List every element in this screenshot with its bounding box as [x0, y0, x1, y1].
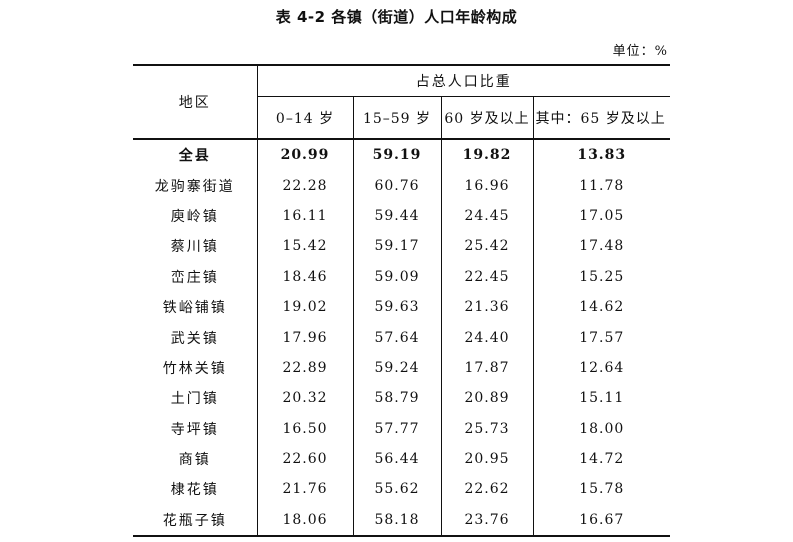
value-cell: 22.62: [440, 474, 533, 505]
value-cell: 59.19: [352, 139, 441, 171]
value-cell: 59.63: [352, 291, 441, 323]
value-cell: 24.40: [440, 322, 533, 353]
region-cell: 竹林关镇: [133, 352, 258, 384]
value-cell: 22.89: [282, 359, 328, 376]
value-cell: 56.44: [352, 443, 441, 475]
value-cell: 20.89: [440, 383, 533, 414]
table-row: 武关镇 17.96 57.64 24.40 17.57: [133, 322, 670, 353]
table-row: 花瓶子镇 18.06 58.18 23.76 16.67: [133, 504, 670, 538]
value-cell: 17.48: [532, 231, 670, 262]
table-row: 土门镇 20.32 58.79 20.89 15.11: [133, 383, 670, 414]
value-cell: 57.64: [352, 322, 441, 353]
region-cell: 峦庄镇: [133, 261, 258, 292]
value-cell: 59.44: [352, 200, 441, 232]
region-cell: 花瓶子镇: [133, 504, 258, 538]
region-cell: 商镇: [133, 443, 258, 475]
value-cell: 57.77: [352, 413, 441, 444]
value-cell: 13.83: [532, 139, 670, 171]
column-header-65-plus: 其中：65 岁及以上: [532, 96, 670, 140]
value-cell: 14.62: [532, 291, 670, 323]
table-row: 寺坪镇 16.50 57.77 25.73 18.00: [133, 413, 670, 444]
table-row: 竹林关镇 22.89 59.24 17.87 12.64: [133, 352, 670, 384]
value-cell: 59.09: [352, 261, 441, 292]
value-cell: 16.67: [532, 504, 670, 538]
region-cell: 蔡川镇: [133, 231, 258, 262]
value-cell: 25.42: [440, 231, 533, 262]
value-cell: 16.50: [282, 420, 328, 437]
value-cell: 20.95: [440, 443, 533, 475]
region-cell: 土门镇: [133, 383, 258, 414]
value-cell: 17.87: [440, 352, 533, 384]
value-cell: 18.46: [282, 268, 328, 285]
region-cell: 棣花镇: [133, 474, 258, 505]
table-row: 铁峪铺镇 19.02 59.63 21.36 14.62: [133, 291, 670, 323]
column-header-0-14: 0–14 岁: [257, 96, 353, 140]
value-cell: 16.96: [440, 170, 533, 201]
value-cell: 14.72: [532, 443, 670, 475]
region-cell: 龙驹寨街道: [133, 170, 258, 201]
value-cell: 15.42: [282, 238, 328, 255]
value-cell: 21.36: [440, 291, 533, 323]
value-cell: 58.79: [352, 383, 441, 414]
column-header-15-59: 15–59 岁: [352, 96, 441, 140]
value-cell: 15.11: [532, 383, 670, 414]
value-cell: 18.00: [532, 413, 670, 444]
value-cell: 21.76: [282, 481, 328, 498]
value-cell: 20.32: [282, 390, 328, 407]
value-cell: 22.60: [282, 451, 328, 468]
value-cell: 20.99: [280, 147, 330, 164]
table-row: 龙驹寨街道 22.28 60.76 16.96 11.78: [133, 170, 670, 201]
region-cell: 庾岭镇: [133, 200, 258, 232]
value-cell: 18.06: [257, 504, 353, 538]
unit-label: 单位：%: [612, 44, 668, 59]
population-age-table: 地区 占总人口比重 0–14 岁 15–59 岁 60 岁及以上 其中：65 岁…: [133, 64, 670, 538]
group-header: 占总人口比重: [257, 64, 670, 97]
table-row: 全县 20.99 59.19 19.82 13.83: [133, 139, 670, 171]
table-row: 峦庄镇 18.46 59.09 22.45 15.25: [133, 261, 670, 292]
region-cell: 铁峪铺镇: [133, 291, 258, 323]
value-cell: 15.25: [532, 261, 670, 292]
region-cell: 寺坪镇: [133, 413, 258, 444]
table-row: 商镇 22.60 56.44 20.95 14.72: [133, 443, 670, 475]
table-title: 表 4-2 各镇（街道）人口年龄构成: [275, 8, 518, 26]
value-cell: 11.78: [532, 170, 670, 201]
value-cell: 17.96: [282, 329, 328, 346]
value-cell: 19.82: [440, 139, 533, 171]
value-cell: 17.57: [532, 322, 670, 353]
table-row: 庾岭镇 16.11 59.44 24.45 17.05: [133, 200, 670, 232]
region-cell: 武关镇: [133, 322, 258, 353]
value-cell: 17.05: [532, 200, 670, 232]
value-cell: 59.24: [352, 352, 441, 384]
value-cell: 23.76: [440, 504, 533, 538]
value-cell: 22.28: [282, 177, 328, 194]
value-cell: 12.64: [532, 352, 670, 384]
value-cell: 25.73: [440, 413, 533, 444]
region-column-header: 地区: [133, 64, 258, 140]
value-cell: 59.17: [352, 231, 441, 262]
value-cell: 60.76: [352, 170, 441, 201]
region-cell: 全县: [133, 139, 258, 171]
table-row: 棣花镇 21.76 55.62 22.62 15.78: [133, 474, 670, 505]
table-body: 全县 20.99 59.19 19.82 13.83 龙驹寨街道 22.28 60.76 16.…: [133, 139, 670, 538]
value-cell: 16.11: [282, 207, 328, 224]
value-cell: 22.45: [440, 261, 533, 292]
value-cell: 15.78: [532, 474, 670, 505]
value-cell: 19.02: [282, 299, 328, 316]
value-cell: 58.18: [352, 504, 441, 538]
table-row: 蔡川镇 15.42 59.17 25.42 17.48: [133, 231, 670, 262]
value-cell: 24.45: [440, 200, 533, 232]
column-header-60-plus: 60 岁及以上: [440, 96, 533, 140]
value-cell: 55.62: [352, 474, 441, 505]
